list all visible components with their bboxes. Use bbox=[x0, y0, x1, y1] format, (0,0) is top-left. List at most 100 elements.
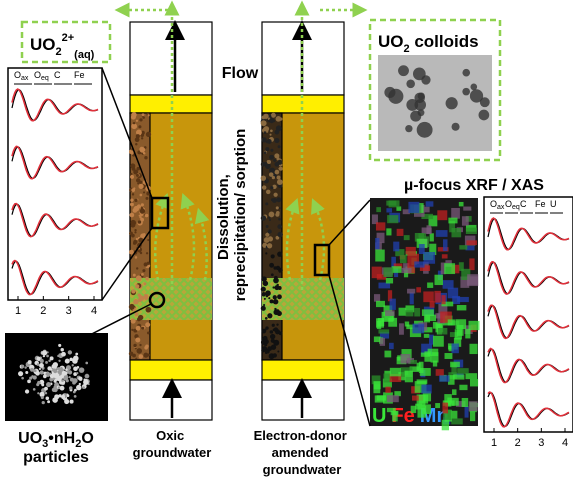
grain bbox=[276, 206, 279, 209]
grain bbox=[278, 168, 280, 170]
xrf-pixel bbox=[388, 318, 397, 327]
xrf-pixel bbox=[451, 418, 463, 424]
grain bbox=[264, 329, 266, 331]
grain bbox=[134, 199, 137, 202]
grain bbox=[261, 292, 266, 297]
particle bbox=[49, 373, 51, 375]
t: U bbox=[372, 405, 386, 427]
grain bbox=[269, 263, 274, 268]
xrf-pixel bbox=[459, 202, 464, 206]
xrf-pixel bbox=[424, 207, 429, 213]
grain bbox=[138, 184, 143, 189]
xrf-pixel bbox=[390, 368, 401, 377]
grain bbox=[271, 113, 276, 118]
particle bbox=[50, 356, 54, 360]
grain bbox=[130, 198, 133, 201]
colloid bbox=[417, 122, 433, 138]
xrf-pixel bbox=[400, 255, 407, 263]
grain bbox=[141, 137, 143, 139]
grain bbox=[134, 206, 140, 212]
xrf-pixel bbox=[421, 385, 431, 394]
xrf-pixel bbox=[453, 374, 464, 379]
t: particles bbox=[23, 449, 89, 466]
particle bbox=[37, 363, 40, 366]
grain bbox=[140, 147, 146, 153]
particle bbox=[65, 359, 70, 364]
grain bbox=[271, 273, 274, 276]
grain bbox=[272, 324, 275, 327]
grain bbox=[130, 163, 135, 168]
xrf-pixel bbox=[407, 289, 415, 294]
xrf-pixel bbox=[390, 299, 396, 310]
process-line: reprecipitation/ sorption bbox=[232, 129, 249, 302]
particle bbox=[82, 386, 85, 389]
grain bbox=[277, 294, 282, 299]
xrf-pixel bbox=[434, 275, 442, 285]
particle bbox=[72, 358, 78, 364]
xrf-pixel bbox=[375, 238, 379, 249]
grain bbox=[274, 276, 278, 280]
colloid bbox=[480, 97, 490, 107]
grain bbox=[141, 203, 144, 206]
grain bbox=[275, 170, 280, 175]
xrf-pixel bbox=[373, 381, 380, 393]
xrf-pixel bbox=[424, 252, 436, 264]
colloid bbox=[413, 68, 426, 81]
grain bbox=[145, 197, 148, 200]
xrf-pixel bbox=[427, 282, 433, 287]
xrf-pixel bbox=[406, 247, 416, 254]
process-line: Dissolution, bbox=[215, 174, 232, 260]
xrf-pixel bbox=[444, 263, 455, 274]
grain bbox=[131, 188, 135, 192]
tick-label: 3 bbox=[538, 437, 544, 449]
grain bbox=[147, 114, 149, 116]
particle bbox=[28, 360, 32, 364]
particle bbox=[61, 352, 66, 357]
particle bbox=[57, 355, 59, 357]
grain bbox=[143, 152, 146, 155]
grain bbox=[135, 284, 139, 288]
grain bbox=[277, 351, 279, 353]
colloid bbox=[388, 89, 403, 104]
grain bbox=[145, 277, 148, 280]
particle bbox=[50, 368, 53, 371]
xrf-pixel bbox=[417, 379, 428, 383]
grain bbox=[136, 275, 142, 281]
grain bbox=[264, 239, 267, 242]
xrf-pixel bbox=[386, 208, 392, 212]
grain bbox=[275, 130, 280, 135]
xrf-pixel bbox=[448, 218, 457, 224]
particle bbox=[34, 369, 37, 372]
colloid bbox=[462, 88, 470, 96]
grain bbox=[269, 212, 275, 218]
t: ax bbox=[497, 204, 505, 211]
grain bbox=[145, 214, 149, 218]
grain bbox=[139, 354, 144, 359]
particle bbox=[43, 375, 47, 379]
grain bbox=[262, 185, 266, 189]
xrf-pixel bbox=[430, 301, 435, 307]
grain bbox=[134, 231, 136, 233]
xrf-pixel bbox=[372, 267, 382, 279]
grain bbox=[144, 262, 148, 266]
xrf-pixel bbox=[376, 222, 385, 230]
shell-label: Fe bbox=[74, 70, 85, 80]
tick-label: 3 bbox=[66, 305, 72, 317]
xrf-pixel bbox=[433, 361, 437, 367]
t: C bbox=[54, 70, 61, 80]
left-plot bbox=[8, 68, 102, 300]
grain bbox=[133, 274, 136, 277]
xrf-pixel bbox=[469, 401, 478, 411]
grain bbox=[135, 137, 140, 142]
grain bbox=[266, 225, 269, 228]
grain bbox=[272, 198, 277, 203]
xrf-pixel bbox=[425, 315, 436, 321]
xrf-pixel bbox=[465, 406, 469, 417]
xrf-pixel bbox=[438, 328, 447, 334]
grain bbox=[261, 306, 266, 311]
figure: Flow Dissolution, reprecipitation/ sorpt… bbox=[0, 0, 573, 492]
grain bbox=[143, 233, 146, 236]
particle bbox=[21, 365, 25, 369]
grain bbox=[267, 243, 272, 248]
grain bbox=[141, 273, 144, 276]
